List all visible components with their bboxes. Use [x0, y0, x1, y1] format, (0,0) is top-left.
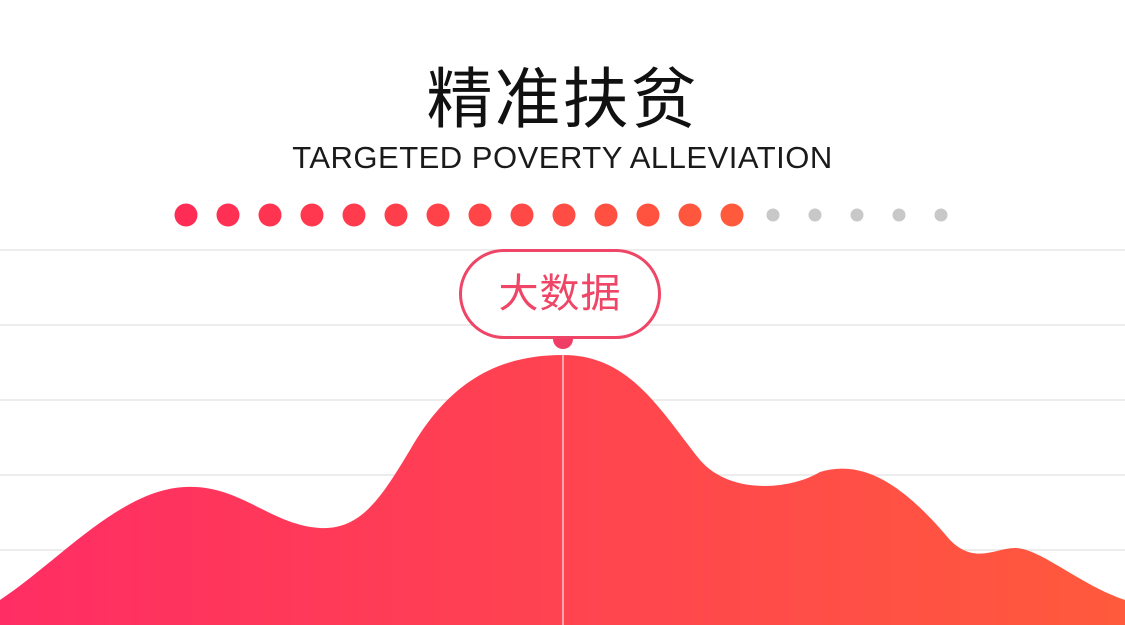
progress-dot-empty	[934, 208, 948, 222]
progress-dot-filled	[426, 203, 450, 227]
progress-dot-filled	[510, 203, 534, 227]
progress-dot-filled	[636, 203, 660, 227]
progress-dot-empty	[850, 208, 864, 222]
progress-dot-filled	[720, 203, 744, 227]
progress-dot-empty	[808, 208, 822, 222]
big-data-badge: 大数据	[459, 249, 661, 339]
progress-dot-filled	[384, 203, 408, 227]
progress-dot-filled	[594, 203, 618, 227]
progress-dot-filled	[258, 203, 282, 227]
progress-dot-filled	[342, 203, 366, 227]
progress-dot-filled	[552, 203, 576, 227]
badge-label: 大数据	[498, 271, 622, 317]
progress-dot-filled	[300, 203, 324, 227]
page-title: 精准扶贫	[426, 61, 699, 138]
progress-dot-filled	[678, 203, 702, 227]
page-subtitle: TARGETED POVERTY ALLEVIATION	[292, 140, 833, 175]
progress-dot-filled	[216, 203, 240, 227]
progress-dot-filled	[468, 203, 492, 227]
progress-dots	[174, 203, 948, 227]
progress-dot-filled	[174, 203, 198, 227]
progress-dot-empty	[892, 208, 906, 222]
progress-dot-empty	[766, 208, 780, 222]
